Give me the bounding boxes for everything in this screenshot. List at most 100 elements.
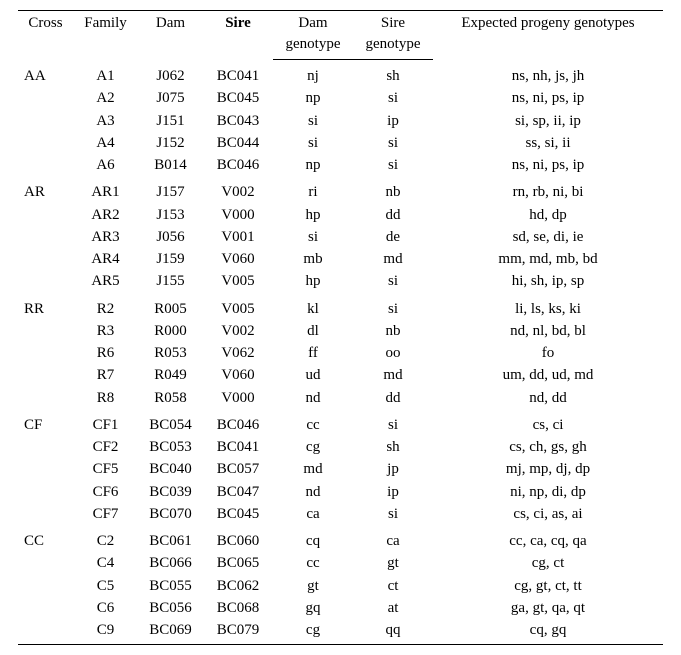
cell-prog: um, dd, ud, md bbox=[433, 364, 663, 386]
table-row: C5BC055BC062gtctcg, gt, ct, tt bbox=[18, 575, 663, 597]
cell-sire: BC046 bbox=[203, 154, 273, 176]
table-row: AR4J159V060mbmdmm, md, mb, bd bbox=[18, 248, 663, 270]
cell-damg: hp bbox=[273, 204, 353, 226]
cell-cross bbox=[18, 248, 73, 270]
cell-cross bbox=[18, 387, 73, 409]
cell-sireg: ip bbox=[353, 481, 433, 503]
cell-damg: ca bbox=[273, 503, 353, 525]
cell-sire: BC065 bbox=[203, 552, 273, 574]
cell-family: C5 bbox=[73, 575, 138, 597]
cell-family: AR3 bbox=[73, 226, 138, 248]
table-row: AR3J056V001sidesd, se, di, ie bbox=[18, 226, 663, 248]
cell-damg: nd bbox=[273, 387, 353, 409]
cell-prog: ns, ni, ps, ip bbox=[433, 87, 663, 109]
cell-family: A3 bbox=[73, 110, 138, 132]
table-row: CCC2BC061BC060cqcacc, ca, cq, qa bbox=[18, 525, 663, 552]
table-row: A4J152BC044sisiss, si, ii bbox=[18, 132, 663, 154]
cell-sireg: si bbox=[353, 132, 433, 154]
table-row: C4BC066BC065ccgtcg, ct bbox=[18, 552, 663, 574]
table-row: R3R000V002dlnbnd, nl, bd, bl bbox=[18, 320, 663, 342]
cell-sireg: md bbox=[353, 248, 433, 270]
table-row: ARAR1J157V002rinbrn, rb, ni, bi bbox=[18, 176, 663, 203]
cell-sire: BC068 bbox=[203, 597, 273, 619]
cell-family: AR2 bbox=[73, 204, 138, 226]
col-sire-genotype-a: Sire bbox=[353, 11, 433, 35]
cell-family: C2 bbox=[73, 525, 138, 552]
cell-cross bbox=[18, 87, 73, 109]
cell-cross: CF bbox=[18, 409, 73, 436]
cell-damg: ri bbox=[273, 176, 353, 203]
cell-dam: BC055 bbox=[138, 575, 203, 597]
table-row: AAA1J062BC041njshns, nh, js, jh bbox=[18, 60, 663, 88]
cell-cross: RR bbox=[18, 293, 73, 320]
cell-dam: BC039 bbox=[138, 481, 203, 503]
cell-sire: BC041 bbox=[203, 60, 273, 88]
cell-prog: mj, mp, dj, dp bbox=[433, 458, 663, 480]
cell-family: CF7 bbox=[73, 503, 138, 525]
cell-sireg: jp bbox=[353, 458, 433, 480]
cell-cross bbox=[18, 342, 73, 364]
cell-sireg: qq bbox=[353, 619, 433, 645]
cell-family: R3 bbox=[73, 320, 138, 342]
cell-prog: hd, dp bbox=[433, 204, 663, 226]
genotype-table: Cross Family Dam Sire Dam Sire Expected … bbox=[18, 10, 663, 645]
cell-sire: V060 bbox=[203, 248, 273, 270]
cell-cross: AR bbox=[18, 176, 73, 203]
cell-dam: J157 bbox=[138, 176, 203, 203]
cell-family: A2 bbox=[73, 87, 138, 109]
col-dam: Dam bbox=[138, 11, 203, 60]
cell-sireg: ip bbox=[353, 110, 433, 132]
cell-sire: BC079 bbox=[203, 619, 273, 645]
cell-sire: BC041 bbox=[203, 436, 273, 458]
table-row: C6BC056BC068gqatga, gt, qa, qt bbox=[18, 597, 663, 619]
cell-dam: J056 bbox=[138, 226, 203, 248]
cell-sire: BC062 bbox=[203, 575, 273, 597]
table-row: R8R058V000ndddnd, dd bbox=[18, 387, 663, 409]
cell-sire: V002 bbox=[203, 176, 273, 203]
cell-damg: cg bbox=[273, 436, 353, 458]
cell-sireg: si bbox=[353, 409, 433, 436]
cell-cross: CC bbox=[18, 525, 73, 552]
cell-family: C9 bbox=[73, 619, 138, 645]
table-row: A2J075BC045npsins, ni, ps, ip bbox=[18, 87, 663, 109]
cell-damg: si bbox=[273, 110, 353, 132]
cell-dam: J062 bbox=[138, 60, 203, 88]
cell-cross bbox=[18, 226, 73, 248]
cell-damg: ff bbox=[273, 342, 353, 364]
col-expected: Expected progeny genotypes bbox=[433, 11, 663, 60]
cell-family: A1 bbox=[73, 60, 138, 88]
cell-sire: V005 bbox=[203, 293, 273, 320]
cell-cross bbox=[18, 154, 73, 176]
cell-sireg: ca bbox=[353, 525, 433, 552]
cell-dam: BC054 bbox=[138, 409, 203, 436]
cell-family: CF5 bbox=[73, 458, 138, 480]
col-sire-genotype-b: genotype bbox=[353, 34, 433, 60]
cell-dam: R005 bbox=[138, 293, 203, 320]
cell-dam: R058 bbox=[138, 387, 203, 409]
cell-sire: V000 bbox=[203, 387, 273, 409]
cell-sireg: dd bbox=[353, 387, 433, 409]
cell-cross bbox=[18, 481, 73, 503]
table-row: CF2BC053BC041cgshcs, ch, gs, gh bbox=[18, 436, 663, 458]
cell-sireg: at bbox=[353, 597, 433, 619]
cell-prog: si, sp, ii, ip bbox=[433, 110, 663, 132]
cell-damg: gt bbox=[273, 575, 353, 597]
cell-sireg: de bbox=[353, 226, 433, 248]
cell-dam: BC040 bbox=[138, 458, 203, 480]
cell-dam: R049 bbox=[138, 364, 203, 386]
cell-sireg: nb bbox=[353, 176, 433, 203]
cell-family: AR1 bbox=[73, 176, 138, 203]
cell-cross bbox=[18, 503, 73, 525]
cell-dam: BC061 bbox=[138, 525, 203, 552]
cell-dam: BC066 bbox=[138, 552, 203, 574]
cell-damg: gq bbox=[273, 597, 353, 619]
cell-cross bbox=[18, 597, 73, 619]
table-header: Cross Family Dam Sire Dam Sire Expected … bbox=[18, 11, 663, 60]
cell-damg: cq bbox=[273, 525, 353, 552]
cell-family: R2 bbox=[73, 293, 138, 320]
cell-damg: kl bbox=[273, 293, 353, 320]
cell-sireg: gt bbox=[353, 552, 433, 574]
cell-cross bbox=[18, 436, 73, 458]
cell-sire: V002 bbox=[203, 320, 273, 342]
cell-prog: rn, rb, ni, bi bbox=[433, 176, 663, 203]
